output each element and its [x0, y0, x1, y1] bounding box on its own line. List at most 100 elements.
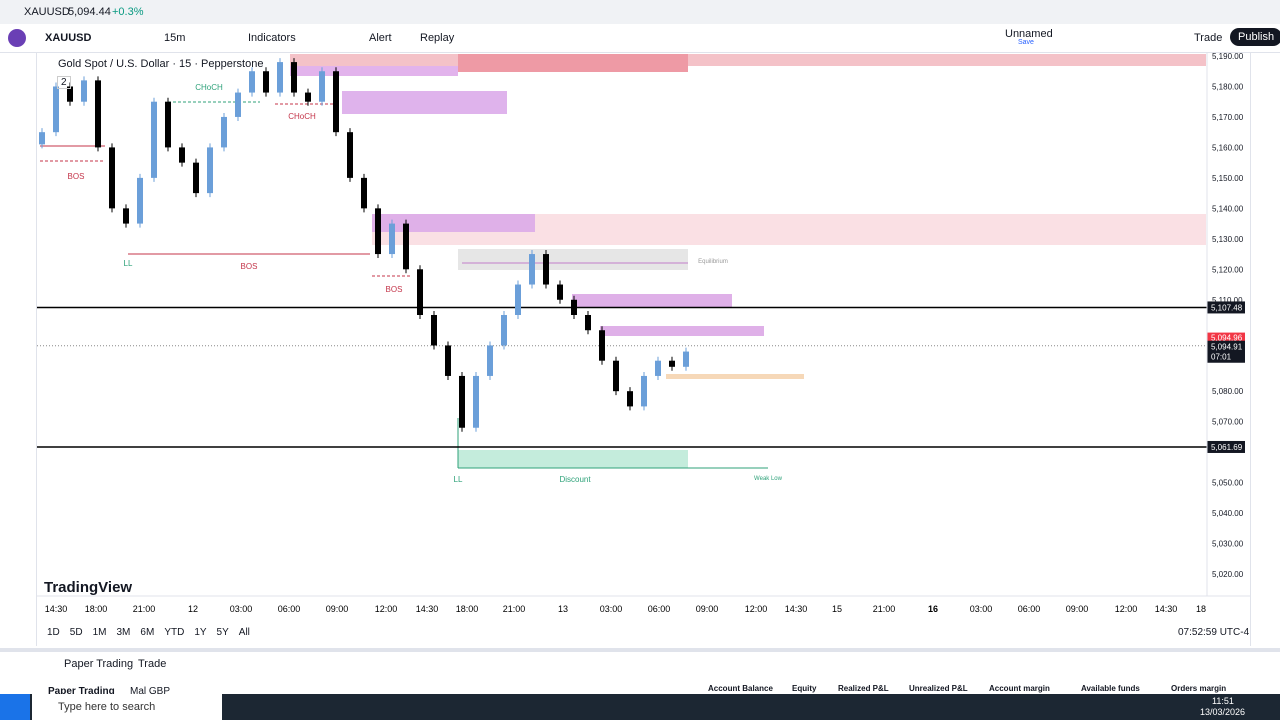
range-button[interactable]: 1M	[92, 627, 107, 638]
time-label: 21:00	[873, 604, 896, 614]
panel-tab[interactable]: Paper Trading	[64, 658, 134, 670]
range-button[interactable]: All	[238, 627, 250, 638]
symbol-button[interactable]: XAUUSD	[45, 32, 92, 44]
candle	[585, 315, 591, 331]
tab-price: 5,094.44	[68, 6, 111, 18]
range-button[interactable]: 5D	[69, 627, 83, 638]
time-label: 21:00	[503, 604, 526, 614]
publish-button[interactable]: Publish	[1230, 28, 1280, 46]
search-box[interactable]: Type here to search	[58, 701, 156, 713]
price-tick-label: 5,050.00	[1212, 479, 1244, 488]
candle	[221, 116, 227, 148]
candle	[235, 92, 241, 117]
range-button[interactable]: 6M	[140, 627, 155, 638]
range-button[interactable]: 3M	[116, 627, 131, 638]
candle	[389, 223, 395, 255]
time-label: 14:30	[45, 604, 68, 614]
candle	[207, 147, 213, 194]
time-label: 18:00	[456, 604, 479, 614]
panel-column: Account margin	[989, 684, 1050, 693]
annotation: BOS	[241, 262, 258, 271]
candle	[501, 315, 507, 346]
tab-bar: XAUUSD 5,094.44 +0.3%	[0, 0, 1280, 24]
taskbar: Type here to search 11:51 13/03/2026	[0, 694, 1280, 720]
clock: 07:52:59 UTC-4	[1178, 627, 1250, 638]
range-button[interactable]: 5Y	[216, 627, 229, 638]
price-tick-label: 5,120.00	[1212, 265, 1244, 274]
candle	[375, 208, 381, 255]
price-tick-label: 5,190.00	[1212, 52, 1244, 61]
level-label: 5,061.69	[1211, 443, 1243, 452]
time-label: 09:00	[326, 604, 349, 614]
candle	[571, 299, 577, 315]
right-sidebar	[1250, 52, 1280, 646]
candle	[417, 269, 423, 315]
trading-panel: Paper Trading Trade Paper Trading Mal GB…	[0, 648, 1280, 698]
time-label: 03:00	[600, 604, 623, 614]
countdown: 07:01	[1211, 353, 1232, 362]
time-label: 14:30	[1155, 604, 1178, 614]
candle	[123, 208, 129, 224]
panel-column: Unrealized P&L	[909, 684, 968, 693]
annotation: Discount	[559, 475, 591, 484]
alert-button[interactable]: Alert	[369, 32, 392, 44]
candle	[515, 284, 521, 315]
range-button[interactable]: YTD	[164, 627, 185, 638]
candle	[109, 147, 115, 209]
interval-button[interactable]: 15m	[164, 32, 186, 44]
candle	[263, 71, 269, 93]
candle	[165, 101, 171, 148]
trade-button[interactable]: Trade	[1194, 32, 1223, 44]
account-selector[interactable]: Paper Trading	[48, 686, 115, 697]
level-badge	[1207, 301, 1245, 314]
candle	[641, 375, 647, 407]
candle	[683, 351, 689, 367]
candle	[669, 360, 675, 367]
candle	[305, 92, 311, 102]
candle	[543, 254, 549, 285]
time-label: 03:00	[970, 604, 993, 614]
candle	[67, 86, 73, 102]
candle	[291, 62, 297, 93]
candle	[473, 375, 479, 428]
time-label: 09:00	[696, 604, 719, 614]
candle	[431, 315, 437, 346]
price-tick-label: 5,080.00	[1212, 387, 1244, 396]
candle	[361, 177, 367, 209]
replay-button[interactable]: Replay	[420, 32, 455, 44]
panel-tab[interactable]: Trade	[138, 658, 167, 670]
candle	[403, 223, 409, 270]
candle	[445, 345, 451, 376]
panel-column: Available funds	[1081, 684, 1140, 693]
indicator-count[interactable]: 2	[57, 76, 71, 89]
save-button[interactable]: Save	[1018, 39, 1034, 46]
candle	[95, 80, 101, 148]
layout-name[interactable]: Unnamed	[1005, 28, 1053, 40]
last-badge	[1207, 340, 1245, 363]
candle	[627, 391, 633, 407]
level-badge	[1207, 440, 1245, 453]
annotation: Equilibrium	[698, 259, 728, 265]
time-label: 14:30	[785, 604, 808, 614]
time-label: 14:30	[416, 604, 439, 614]
time-label: 18	[1196, 604, 1206, 614]
indicators-button[interactable]: Indicators	[248, 32, 296, 44]
price-tick-label: 5,130.00	[1212, 235, 1244, 244]
currency: Mal GBP	[130, 686, 171, 697]
price-tick-label: 5,150.00	[1212, 174, 1244, 183]
time-label: 03:00	[230, 604, 253, 614]
panel-column: Realized P&L	[838, 684, 889, 693]
range-button[interactable]: 1Y	[194, 627, 207, 638]
panel-column: Equity	[792, 684, 817, 693]
candle	[333, 71, 339, 133]
annotation: CHoCH	[288, 112, 316, 121]
bid-label: 5,094.96	[1211, 334, 1243, 343]
tab-symbol[interactable]: XAUUSD	[24, 6, 70, 18]
price-tick-label: 5,110.00	[1212, 296, 1243, 305]
price-tick-label: 5,160.00	[1212, 143, 1244, 152]
range-button[interactable]: 1D	[47, 627, 60, 638]
candle	[179, 147, 185, 163]
candle	[137, 177, 143, 224]
range-bar: 1D 5D 1M 3M 6M YTD 1Y 5Y All	[47, 627, 260, 638]
